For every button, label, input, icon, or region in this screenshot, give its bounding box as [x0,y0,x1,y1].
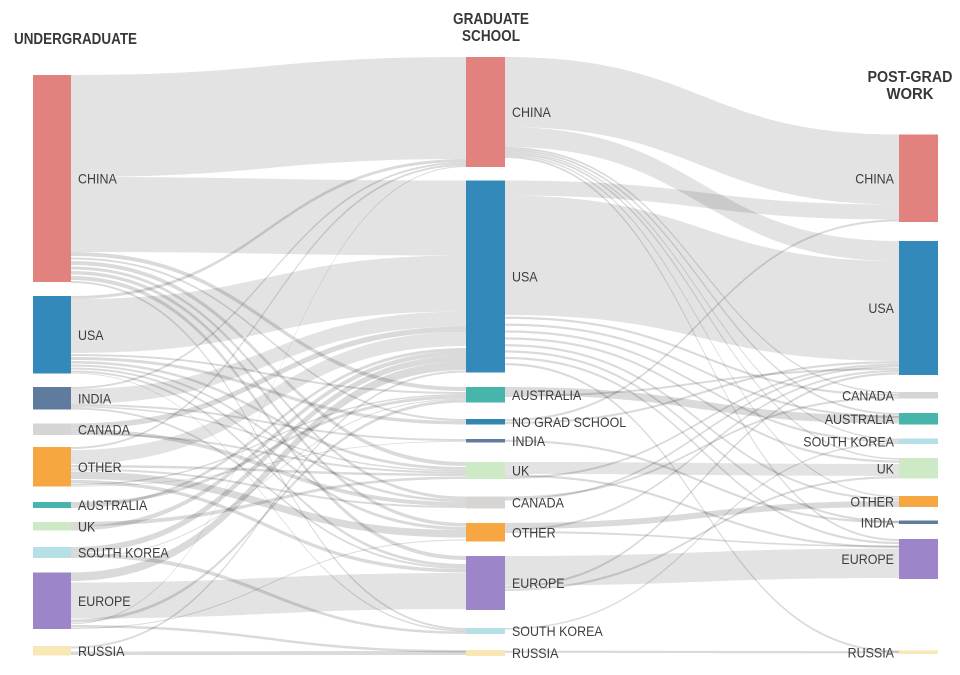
svg-text:SOUTH KOREA: SOUTH KOREA [803,433,894,449]
svg-text:INDIA: INDIA [861,514,895,530]
svg-text:EUROPE: EUROPE [512,575,565,591]
svg-text:GRADUATE: GRADUATE [453,11,529,28]
svg-text:INDIA: INDIA [78,390,112,406]
svg-text:POST-GRAD: POST-GRAD [868,69,953,86]
svg-text:UK: UK [877,460,895,476]
svg-text:CANADA: CANADA [78,421,130,437]
svg-text:USA: USA [868,300,894,316]
svg-text:USA: USA [512,269,538,285]
svg-text:SCHOOL: SCHOOL [462,28,520,45]
svg-text:EUROPE: EUROPE [78,593,131,609]
svg-text:SOUTH KOREA: SOUTH KOREA [78,545,169,561]
svg-text:INDIA: INDIA [512,433,546,449]
svg-text:SOUTH KOREA: SOUTH KOREA [512,623,603,639]
svg-text:AUSTRALIA: AUSTRALIA [512,387,582,403]
svg-text:NO GRAD SCHOOL: NO GRAD SCHOOL [512,414,626,430]
svg-text:CANADA: CANADA [842,387,894,403]
svg-text:OTHER: OTHER [78,459,122,475]
svg-text:CHINA: CHINA [855,170,894,186]
svg-text:OTHER: OTHER [512,524,556,540]
svg-text:UNDERGRADUATE: UNDERGRADUATE [14,31,137,48]
svg-text:RUSSIA: RUSSIA [78,643,125,659]
svg-text:RUSSIA: RUSSIA [512,645,559,661]
svg-text:CHINA: CHINA [512,104,551,120]
svg-text:UK: UK [512,463,530,479]
svg-text:CHINA: CHINA [78,171,117,187]
svg-text:AUSTRALIA: AUSTRALIA [825,411,895,427]
svg-text:WORK: WORK [887,86,934,103]
svg-text:UK: UK [78,518,96,534]
svg-text:OTHER: OTHER [850,494,894,510]
svg-text:USA: USA [78,327,104,343]
svg-text:AUSTRALIA: AUSTRALIA [78,497,148,513]
svg-text:EUROPE: EUROPE [841,551,894,567]
svg-text:RUSSIA: RUSSIA [848,644,895,660]
svg-text:CANADA: CANADA [512,495,564,511]
